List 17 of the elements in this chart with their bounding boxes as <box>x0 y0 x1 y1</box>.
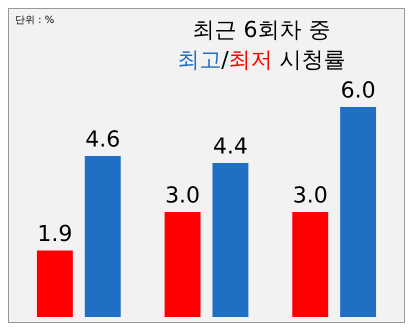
bar <box>292 212 328 317</box>
legend-title: 시청률 <box>278 48 346 73</box>
data-label: 3.0 <box>165 184 200 209</box>
data-label: 1.9 <box>37 222 72 248</box>
bar <box>164 212 201 317</box>
data-label: 4.4 <box>212 134 248 160</box>
bar <box>36 250 73 317</box>
text: 단위 : % <box>15 14 54 27</box>
bar <box>340 107 376 317</box>
data-label: 6.0 <box>340 78 376 104</box>
text: 최저 <box>228 48 273 73</box>
bar <box>84 156 121 317</box>
bar <box>212 163 248 317</box>
chart-title: 최근 6회차 중 <box>192 17 332 45</box>
data-label: 4.6 <box>85 128 120 153</box>
text: 최고 <box>177 48 222 73</box>
data-label: 3.0 <box>292 184 328 209</box>
